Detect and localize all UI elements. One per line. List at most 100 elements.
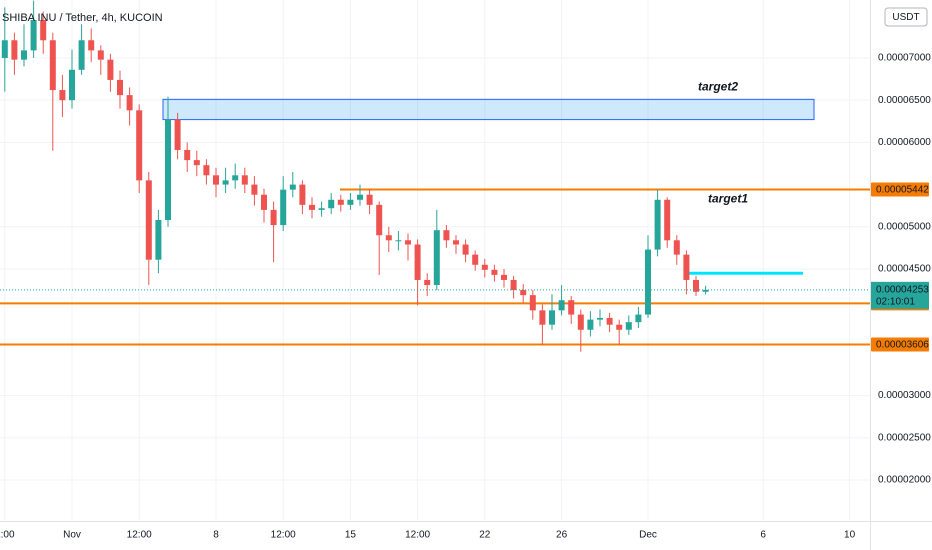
candle-body (251, 184, 258, 195)
level-tag (871, 337, 929, 352)
candle-body (673, 240, 680, 255)
y-tick-label: 0.00007000 (878, 53, 931, 64)
candle-body (193, 160, 200, 166)
candle-body (136, 110, 143, 181)
candle-body (462, 244, 469, 255)
candle-body (213, 175, 219, 185)
chart-title: SHIBA INU / Tether, 4h, KUCOIN (2, 12, 163, 24)
candle-body (155, 220, 162, 260)
plot: target2 target1 (0, 0, 870, 352)
candle-body (174, 119, 181, 150)
candle-body (21, 50, 27, 60)
candle-body (501, 274, 507, 280)
candle-body (491, 269, 498, 275)
candle-body (261, 194, 267, 210)
candle-body (357, 194, 363, 200)
candle-body (126, 95, 133, 111)
y-tick-label: 0.00006000 (878, 137, 931, 148)
candle-body (577, 314, 584, 330)
candle-body (693, 279, 699, 292)
candle-body (328, 199, 335, 209)
candle-body (49, 40, 56, 91)
candle-body (30, 20, 37, 51)
x-tick-label: 12:00 (405, 530, 430, 541)
candle-body (645, 249, 651, 315)
candle-body (606, 317, 613, 325)
level-tag (871, 182, 929, 197)
target-zone (162, 98, 815, 121)
candle-body (625, 322, 632, 330)
currency-box[interactable] (884, 7, 928, 27)
candle-body (318, 208, 325, 210)
countdown-label: 02:10:01 (876, 296, 915, 307)
annotation: target1 (708, 192, 748, 206)
candle-body (529, 295, 536, 311)
candle-body (587, 319, 594, 330)
candle-body (635, 314, 642, 323)
candle-body (78, 40, 85, 70)
x-tick-label: 8 (213, 530, 219, 541)
candle-body (107, 59, 114, 80)
candle-body (69, 69, 75, 101)
candle-body (443, 230, 450, 241)
candle-body (241, 175, 248, 185)
candle-body (664, 199, 671, 241)
y-tick-label: 0.00006500 (878, 95, 931, 106)
candle-body (385, 235, 392, 241)
candle-body (366, 194, 373, 205)
currency-label[interactable]: USDT (892, 12, 919, 23)
x-tick-label: 15 (345, 530, 357, 541)
candle-body (270, 209, 277, 226)
candle-body (395, 240, 402, 242)
candle-body (549, 310, 555, 325)
y-tick-label: 0.00003000 (878, 390, 931, 401)
level-tag-label: 0.00005442 (876, 185, 929, 196)
candle-body (433, 230, 440, 286)
candle-body (683, 254, 690, 280)
x-tick-label: 26 (556, 530, 568, 541)
y-tick-label: 0.00002000 (878, 475, 931, 486)
candle-body (337, 199, 344, 205)
y-tick-label: 0.00002500 (878, 432, 931, 443)
candle-body (11, 40, 18, 60)
candle-body (539, 310, 546, 325)
x-tick-label: 2:00 (0, 530, 15, 541)
zone-label: target2 (698, 80, 738, 94)
candle-body (289, 184, 296, 190)
candle-body (299, 184, 306, 205)
candle-body (481, 264, 488, 270)
candle-body (145, 180, 152, 260)
y-tick-label: 0.00004500 (878, 264, 931, 275)
x-tick-label: Dec (639, 530, 657, 541)
x-tick-label: Nov (63, 530, 81, 541)
candle-body (222, 180, 229, 185)
candle-body (558, 300, 565, 311)
candle-body (616, 324, 623, 330)
x-tick-label: 22 (479, 530, 491, 541)
axes: 0.00007000 0.00006500 0.00006000 0.00005000… (0, 53, 931, 541)
candle-body (88, 40, 95, 51)
candle-body (59, 90, 66, 101)
candle-body (184, 149, 191, 161)
x-tick-label: 10 (844, 530, 856, 541)
candle-body (1, 40, 8, 58)
candle-body (97, 50, 104, 60)
candle-body (520, 290, 527, 296)
last-price-label: 0.00004253 (876, 284, 929, 295)
candle-body (654, 199, 661, 250)
candle-body (453, 240, 459, 245)
candle-body (40, 20, 47, 41)
candle-body (347, 199, 354, 205)
candle-body (117, 79, 123, 96)
level-tag-label: 0.00003606 (876, 340, 929, 351)
candle-body (405, 240, 411, 245)
candle-body (414, 244, 421, 280)
candle-body (510, 279, 517, 291)
last-price-tag (871, 281, 929, 309)
candle-body (280, 189, 287, 226)
candle-body (232, 175, 239, 181)
candle-body (472, 254, 479, 265)
